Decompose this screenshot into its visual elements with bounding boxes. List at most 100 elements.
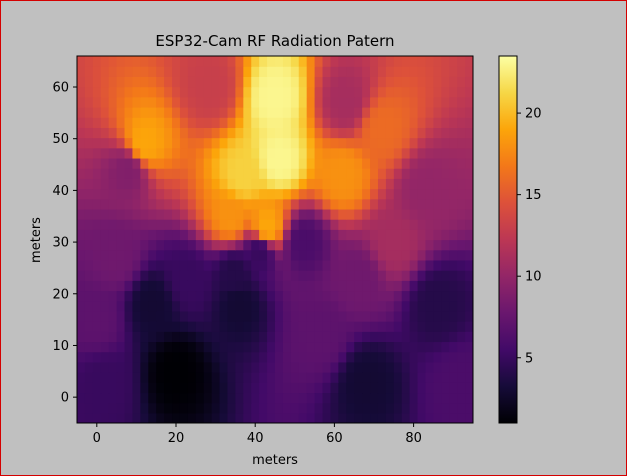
heatmap-cell: [195, 117, 205, 128]
heatmap-cell: [465, 280, 473, 292]
heatmap-cell: [346, 66, 355, 77]
heatmap-cell: [156, 249, 165, 261]
heatmap-cell: [457, 321, 466, 332]
heatmap-cell: [425, 219, 434, 230]
heatmap-cell: [235, 372, 244, 383]
heatmap-cell: [116, 86, 126, 98]
heatmap-cell: [425, 117, 434, 128]
heatmap-cell: [84, 382, 94, 394]
heatmap-cell: [377, 351, 387, 363]
heatmap-cell: [108, 66, 118, 77]
heatmap-cell: [298, 106, 308, 118]
heatmap-cell: [251, 412, 260, 423]
heatmap-cell: [259, 280, 268, 292]
heatmap-cell: [346, 351, 355, 363]
heatmap-cell: [187, 321, 197, 332]
heatmap-cell: [251, 66, 260, 77]
heatmap-cell: [259, 117, 268, 128]
heatmap-cell: [156, 117, 165, 128]
heatmap-cell: [385, 351, 395, 363]
heatmap-cell: [322, 300, 332, 312]
heatmap-cell: [156, 127, 165, 139]
heatmap-cell: [449, 106, 458, 118]
heatmap-cell: [164, 157, 173, 169]
heatmap-cell: [417, 270, 427, 281]
heatmap-cell: [235, 392, 244, 404]
heatmap-cell: [164, 137, 173, 149]
heatmap-cell: [433, 382, 442, 394]
heatmap-cell: [417, 198, 427, 210]
heatmap-cell: [314, 331, 324, 343]
heatmap-cell: [314, 219, 324, 230]
heatmap-cell: [187, 249, 197, 261]
heatmap-cell: [393, 117, 403, 128]
heatmap-cell: [457, 188, 466, 200]
heatmap-cell: [465, 147, 473, 159]
heatmap-cell: [140, 178, 149, 190]
heatmap-cell: [251, 117, 260, 128]
heatmap-cell: [370, 56, 379, 67]
heatmap-cell: [275, 96, 284, 108]
heatmap-cell: [227, 239, 236, 251]
heatmap-cell: [187, 157, 197, 169]
heatmap-cell: [362, 361, 371, 373]
heatmap-cell: [322, 127, 332, 139]
heatmap-cell: [393, 361, 403, 373]
heatmap-cell: [211, 117, 221, 128]
heatmap-cell: [433, 331, 442, 343]
heatmap-cell: [433, 76, 442, 88]
heatmap-cell: [148, 351, 157, 363]
heatmap-cell: [401, 208, 411, 220]
colorbar-tick-label: 10: [525, 270, 542, 285]
heatmap-cell: [211, 229, 221, 241]
heatmap-cell: [425, 249, 434, 261]
heatmap-cell: [108, 372, 118, 383]
heatmap-cell: [362, 412, 371, 423]
heatmap-cell: [441, 229, 450, 241]
heatmap-cell: [211, 157, 221, 169]
heatmap-cell: [282, 106, 292, 118]
heatmap-cell: [330, 76, 339, 88]
heatmap-cell: [354, 310, 363, 322]
heatmap-cell: [156, 229, 165, 241]
heatmap-cell: [124, 341, 134, 353]
heatmap-cell: [116, 198, 126, 210]
heatmap-cell: [306, 372, 316, 383]
heatmap-cell: [100, 249, 110, 261]
heatmap-cell: [267, 351, 276, 363]
heatmap-cell: [377, 310, 387, 322]
heatmap-cell: [417, 402, 427, 414]
heatmap-cell: [449, 96, 458, 108]
heatmap-cell: [362, 188, 371, 200]
heatmap-cell: [148, 157, 157, 169]
heatmap-cell: [235, 137, 244, 149]
heatmap-cell: [314, 300, 324, 312]
heatmap-cell: [449, 361, 458, 373]
heatmap-cell: [195, 198, 205, 210]
heatmap-cell: [259, 188, 268, 200]
heatmap-cell: [354, 86, 363, 98]
heatmap-cell: [385, 76, 395, 88]
heatmap-cell: [441, 249, 450, 261]
heatmap-cell: [290, 198, 300, 210]
heatmap-cell: [259, 341, 268, 353]
heatmap-cell: [100, 208, 110, 220]
heatmap-cell: [267, 137, 276, 149]
heatmap-cell: [219, 300, 229, 312]
heatmap-cell: [282, 178, 292, 190]
heatmap-cell: [354, 259, 363, 271]
heatmap-cell: [267, 300, 276, 312]
heatmap-cell: [433, 372, 442, 383]
heatmap-cell: [77, 239, 86, 251]
heatmap-cell: [84, 239, 94, 251]
heatmap-cell: [370, 392, 379, 404]
heatmap-cell: [377, 290, 387, 302]
heatmap-cell: [393, 280, 403, 292]
heatmap-cell: [267, 86, 276, 98]
heatmap-cell: [401, 249, 411, 261]
heatmap-cell: [100, 76, 110, 88]
heatmap-cell: [92, 86, 102, 98]
heatmap-cell: [116, 219, 126, 230]
heatmap-cell: [338, 147, 347, 159]
heatmap-cell: [84, 219, 94, 230]
